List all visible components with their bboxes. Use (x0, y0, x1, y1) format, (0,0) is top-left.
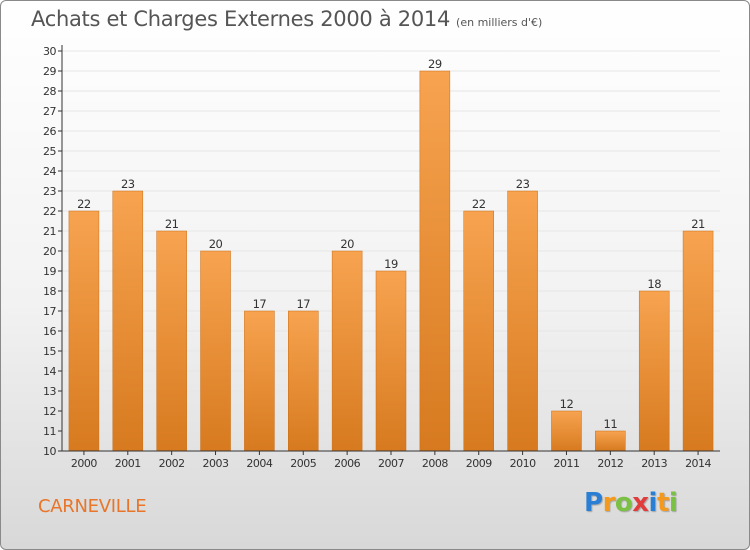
location-name: CARNEVILLE (38, 496, 147, 517)
data-label: 22 (77, 197, 91, 211)
y-tick-label: 13 (43, 385, 56, 398)
data-label: 17 (253, 297, 267, 311)
data-label: 11 (604, 417, 618, 431)
y-tick-label: 29 (43, 65, 56, 78)
data-label: 21 (691, 217, 705, 231)
y-tick-label: 19 (43, 265, 56, 278)
x-tick-label: 2011 (553, 457, 579, 470)
x-tick-label: 2008 (422, 457, 448, 470)
bar (595, 430, 626, 452)
y-tick-label: 28 (43, 85, 56, 98)
y-tick-label: 14 (43, 365, 56, 378)
x-tick-label: 2010 (510, 457, 536, 470)
bar (419, 70, 451, 452)
x-tick-label: 2004 (246, 457, 272, 470)
x-tick-label: 2012 (597, 457, 623, 470)
bar (375, 270, 407, 452)
logo-letter: o (614, 488, 633, 518)
x-tick-label: 2001 (115, 457, 141, 470)
logo-letter: i (668, 488, 678, 518)
logo-letter: i (648, 488, 658, 518)
bar (551, 410, 582, 452)
x-tick-label: 2009 (466, 457, 492, 470)
data-label: 21 (165, 217, 179, 231)
y-tick-label: 11 (43, 425, 56, 438)
bar (638, 290, 670, 452)
data-label: 19 (384, 257, 398, 271)
x-tick-label: 2014 (685, 457, 711, 470)
logo-letter: x (632, 488, 649, 518)
x-tick-label: 2007 (378, 457, 404, 470)
x-tick-label: 2013 (641, 457, 667, 470)
bar (68, 210, 100, 452)
y-tick-label: 17 (43, 305, 56, 318)
bar (200, 250, 231, 452)
x-tick-label: 2002 (159, 457, 185, 470)
y-tick-label: 26 (43, 125, 56, 138)
x-tick-label: 2005 (290, 457, 316, 470)
bar (331, 250, 363, 452)
bar (463, 210, 494, 452)
logo-letter: P (584, 488, 603, 518)
bar (156, 230, 187, 452)
y-tick-label: 24 (43, 165, 56, 178)
bar (112, 190, 144, 452)
bar (244, 310, 275, 452)
chart-title: Achats et Charges Externes 2000 à 2014 (e… (31, 7, 542, 31)
chart-title-text: Achats et Charges Externes 2000 à 2014 (31, 7, 451, 31)
data-label: 20 (340, 237, 354, 251)
y-tick-label: 12 (43, 405, 56, 418)
y-tick-label: 25 (43, 145, 56, 158)
x-tick-label: 2003 (203, 457, 229, 470)
x-tick-label: 2006 (334, 457, 360, 470)
y-tick-label: 16 (43, 325, 56, 338)
data-label: 23 (516, 177, 530, 191)
data-label: 22 (472, 197, 486, 211)
y-tick-label: 21 (43, 225, 56, 238)
data-label: 20 (209, 237, 223, 251)
x-tick-label: 2000 (71, 457, 97, 470)
data-label: 12 (560, 397, 574, 411)
logo-letter: r (602, 488, 616, 518)
data-label: 18 (647, 277, 661, 291)
data-label: 29 (428, 57, 442, 71)
y-tick-label: 15 (43, 345, 56, 358)
proxiti-logo: Proxiti (584, 488, 678, 518)
data-label: 17 (296, 297, 310, 311)
y-tick-label: 23 (43, 185, 56, 198)
y-tick-label: 20 (43, 245, 56, 258)
bar (682, 230, 714, 452)
y-tick-label: 30 (43, 45, 56, 58)
y-tick-label: 22 (43, 205, 56, 218)
data-label: 23 (121, 177, 135, 191)
bar (507, 190, 538, 452)
bar (288, 310, 319, 452)
y-tick-label: 18 (43, 285, 56, 298)
chart-unit: (en milliers d'€) (456, 16, 543, 29)
logo-letter: t (656, 488, 669, 518)
y-tick-label: 27 (43, 105, 56, 118)
y-tick-label: 10 (43, 445, 56, 458)
